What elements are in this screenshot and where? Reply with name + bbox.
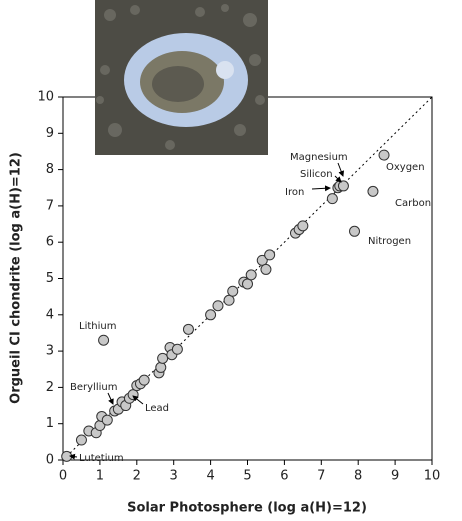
data-point [228,286,238,296]
x-tick-label: 3 [170,469,178,484]
annotation: Oxygen [386,162,425,173]
data-point [172,344,182,354]
data-point [99,335,109,345]
x-tick-label: 9 [391,469,399,484]
y-tick-label: 6 [46,235,54,250]
x-tick-label: 1 [96,469,104,484]
y-tick-label: 1 [46,416,54,431]
chart: Solar Photosphere (log a(H)=12) Orgueil … [0,0,462,521]
annotation: Lead [145,403,169,414]
inset-photo [95,0,268,155]
data-point [261,264,271,274]
y-tick-label: 9 [46,126,54,141]
x-tick-label: 10 [424,469,441,484]
x-axis-title: Solar Photosphere (log a(H)=12) [127,501,367,516]
data-point [246,270,256,280]
x-tick-label: 0 [59,469,67,484]
data-point [368,186,378,196]
data-point [139,375,149,385]
data-point [327,194,337,204]
y-tick-label: 0 [46,453,54,468]
data-point [128,390,138,400]
x-tick-label: 4 [206,469,214,484]
y-tick-label: 7 [46,198,54,213]
y-tick-label: 5 [46,271,54,286]
x-tick-label: 7 [317,469,325,484]
annotation: Iron [285,187,304,198]
y-axis-title: Orgueil CI chondrite (log a(H)=12) [9,152,24,404]
data-point [350,226,360,236]
data-point [379,150,389,160]
annotation-arrow [338,163,343,176]
x-tick-label: 6 [280,469,288,484]
y-tick-label: 4 [46,307,54,322]
data-point [298,221,308,231]
x-tick-label: 8 [354,469,362,484]
annotation: Nitrogen [368,236,411,247]
annotation-arrow [312,188,330,189]
annotation: Beryllium [70,382,117,393]
annotation: Lutetium [79,453,124,464]
y-tick-label: 3 [46,344,54,359]
annotation-arrow [108,393,113,404]
annotation: Carbon [395,198,431,209]
annotation: Silicon [300,169,333,180]
x-tick-label: 5 [243,469,251,484]
data-point [76,435,86,445]
data-point [156,362,166,372]
data-point [158,353,168,363]
annotation: Lithium [79,321,116,332]
y-tick-label: 10 [37,90,54,105]
data-point [102,415,112,425]
data-point [265,250,275,260]
y-tick-label: 8 [46,162,54,177]
y-tick-label: 2 [46,380,54,395]
data-point [213,301,223,311]
data-point [206,310,216,320]
annotation: Magnesium [290,152,348,163]
data-point [224,295,234,305]
data-point [243,279,253,289]
data-point [338,181,348,191]
data-point [183,324,193,334]
x-tick-label: 2 [133,469,141,484]
